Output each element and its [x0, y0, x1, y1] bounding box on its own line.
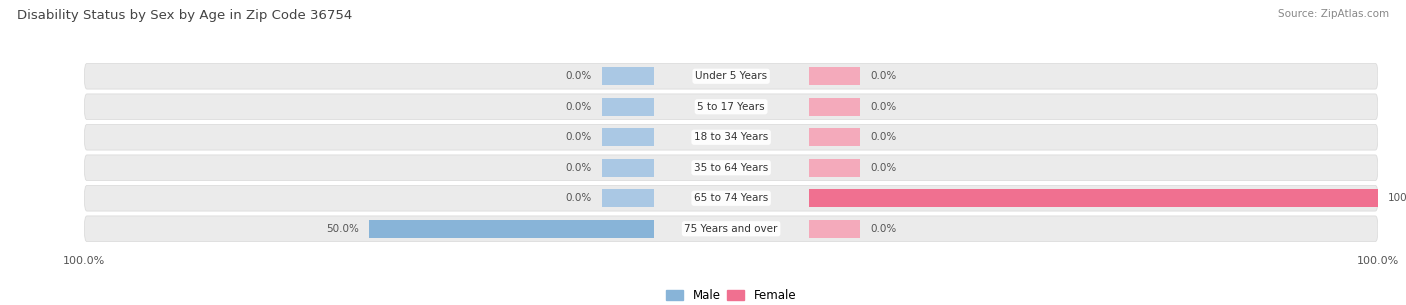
Bar: [808, 189, 1378, 207]
Bar: [808, 67, 860, 85]
Text: 0.0%: 0.0%: [870, 163, 897, 173]
Bar: [602, 67, 654, 85]
Text: 0.0%: 0.0%: [565, 132, 592, 142]
FancyBboxPatch shape: [84, 63, 1378, 89]
Text: 0.0%: 0.0%: [565, 102, 592, 112]
FancyBboxPatch shape: [84, 155, 1378, 181]
FancyBboxPatch shape: [84, 94, 1378, 120]
Bar: [808, 220, 860, 238]
Bar: [602, 159, 654, 177]
Bar: [808, 159, 860, 177]
Text: 0.0%: 0.0%: [870, 132, 897, 142]
Text: Source: ZipAtlas.com: Source: ZipAtlas.com: [1278, 9, 1389, 19]
Text: 35 to 64 Years: 35 to 64 Years: [695, 163, 768, 173]
Text: 5 to 17 Years: 5 to 17 Years: [697, 102, 765, 112]
Text: 0.0%: 0.0%: [565, 71, 592, 81]
Legend: Male, Female: Male, Female: [661, 284, 801, 305]
Text: 0.0%: 0.0%: [565, 163, 592, 173]
Bar: [602, 128, 654, 146]
Bar: [368, 220, 654, 238]
Text: 0.0%: 0.0%: [870, 102, 897, 112]
Text: 18 to 34 Years: 18 to 34 Years: [695, 132, 768, 142]
Text: 0.0%: 0.0%: [870, 224, 897, 234]
Text: 0.0%: 0.0%: [870, 71, 897, 81]
Text: 0.0%: 0.0%: [565, 193, 592, 203]
Text: Disability Status by Sex by Age in Zip Code 36754: Disability Status by Sex by Age in Zip C…: [17, 9, 352, 22]
Text: 100.0%: 100.0%: [1388, 193, 1406, 203]
Bar: [808, 98, 860, 116]
FancyBboxPatch shape: [84, 216, 1378, 242]
Text: Under 5 Years: Under 5 Years: [695, 71, 768, 81]
Bar: [602, 189, 654, 207]
Bar: [808, 128, 860, 146]
Text: 50.0%: 50.0%: [326, 224, 360, 234]
Text: 65 to 74 Years: 65 to 74 Years: [695, 193, 768, 203]
Text: 75 Years and over: 75 Years and over: [685, 224, 778, 234]
FancyBboxPatch shape: [84, 124, 1378, 150]
Bar: [602, 98, 654, 116]
FancyBboxPatch shape: [84, 185, 1378, 211]
